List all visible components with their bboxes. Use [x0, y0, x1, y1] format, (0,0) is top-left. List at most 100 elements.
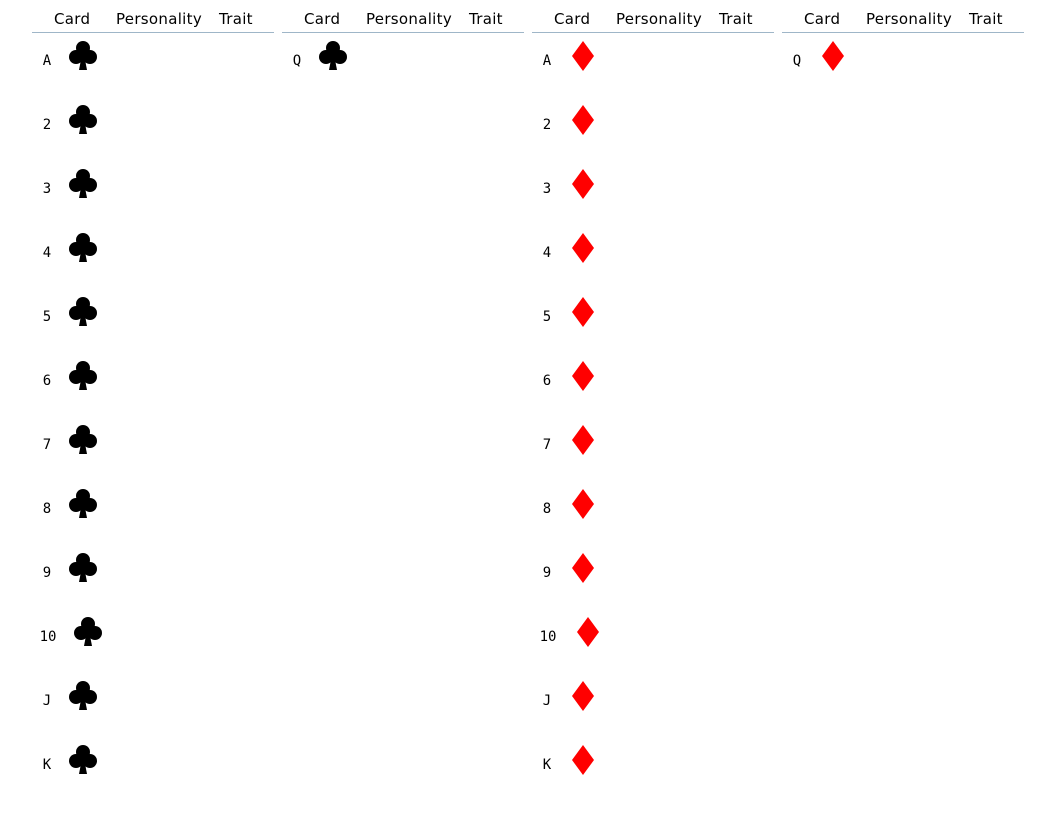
card-rank: 8: [42, 501, 52, 517]
table-row: 5: [32, 289, 274, 353]
diamond-icon: [572, 41, 594, 71]
card-rank: 10: [539, 629, 557, 645]
header-trait: Trait: [969, 10, 1003, 28]
column-diamonds-2: Card Personality Trait Q: [782, 0, 1024, 97]
card-rank: A: [542, 53, 552, 69]
card-rank: 4: [542, 245, 552, 261]
club-icon: [69, 361, 97, 390]
table-row: A: [532, 33, 774, 97]
card-rank: 10: [39, 629, 57, 645]
diamond-icon: [577, 617, 599, 647]
card-rank: Q: [792, 53, 802, 69]
table-row: K: [532, 737, 774, 801]
column-header: Card Personality Trait: [782, 0, 1024, 33]
table-row: 10: [532, 609, 774, 673]
table-row: J: [532, 673, 774, 737]
header-card: Card: [54, 10, 91, 28]
table-row: 10: [32, 609, 274, 673]
table-row: 6: [32, 353, 274, 417]
card-rank: 3: [542, 181, 552, 197]
table-row: 4: [532, 225, 774, 289]
card-rank: J: [542, 693, 552, 709]
rows: Q: [782, 33, 1024, 97]
diamond-icon: [572, 233, 594, 263]
diamond-icon: [572, 489, 594, 519]
diamond-icon: [572, 105, 594, 135]
table-row: 8: [32, 481, 274, 545]
card-rank: 9: [42, 565, 52, 581]
table-row: 5: [532, 289, 774, 353]
table-row: 2: [532, 97, 774, 161]
card-rank: 4: [42, 245, 52, 261]
table-row: 4: [32, 225, 274, 289]
card-rank: 7: [42, 437, 52, 453]
header-personality: Personality: [616, 10, 702, 28]
card-rank: A: [42, 53, 52, 69]
header-card: Card: [554, 10, 591, 28]
card-rank: 5: [42, 309, 52, 325]
club-icon: [69, 553, 97, 582]
table-row: 7: [532, 417, 774, 481]
card-rank: 2: [42, 117, 52, 133]
card-rank: J: [42, 693, 52, 709]
diamond-icon: [572, 361, 594, 391]
table-row: J: [32, 673, 274, 737]
table-row: 3: [32, 161, 274, 225]
card-rank: 5: [542, 309, 552, 325]
header-personality: Personality: [116, 10, 202, 28]
header-personality: Personality: [366, 10, 452, 28]
header-card: Card: [804, 10, 841, 28]
header-card: Card: [304, 10, 341, 28]
table-row: 3: [532, 161, 774, 225]
rows: Q: [282, 33, 524, 97]
club-icon: [69, 41, 97, 70]
card-rank: K: [42, 757, 52, 773]
card-rank: 3: [42, 181, 52, 197]
header-trait: Trait: [719, 10, 753, 28]
table-row: 9: [532, 545, 774, 609]
rows: A 2 3 4 5 6 7 8 9 10 J K: [32, 33, 274, 801]
diamond-icon: [572, 745, 594, 775]
club-icon: [69, 297, 97, 326]
club-icon: [69, 489, 97, 518]
table-row: 7: [32, 417, 274, 481]
column-diamonds-1: Card Personality Trait A 2 3 4 5 6 7 8 9 10 J K: [532, 0, 774, 801]
table-row: 8: [532, 481, 774, 545]
diamond-icon: [572, 425, 594, 455]
card-rank: 8: [542, 501, 552, 517]
table-row: Q: [782, 33, 1024, 97]
column-header: Card Personality Trait: [532, 0, 774, 33]
card-rank: 6: [542, 373, 552, 389]
club-icon: [69, 425, 97, 454]
header-personality: Personality: [866, 10, 952, 28]
club-icon: [69, 105, 97, 134]
diamond-icon: [572, 681, 594, 711]
club-icon: [74, 617, 102, 646]
card-rank: 6: [42, 373, 52, 389]
card-rank: 2: [542, 117, 552, 133]
column-clubs-2: Card Personality Trait Q: [282, 0, 524, 97]
table-row: A: [32, 33, 274, 97]
club-icon: [69, 681, 97, 710]
club-icon: [319, 41, 347, 70]
rows: A 2 3 4 5 6 7 8 9 10 J K: [532, 33, 774, 801]
header-trait: Trait: [219, 10, 253, 28]
table-row: 2: [32, 97, 274, 161]
club-icon: [69, 745, 97, 774]
club-icon: [69, 169, 97, 198]
club-icon: [69, 233, 97, 262]
card-rank: 9: [542, 565, 552, 581]
column-header: Card Personality Trait: [32, 0, 274, 33]
diamond-icon: [572, 297, 594, 327]
diamond-icon: [572, 553, 594, 583]
header-trait: Trait: [469, 10, 503, 28]
table-row: 6: [532, 353, 774, 417]
column-header: Card Personality Trait: [282, 0, 524, 33]
card-rank: Q: [292, 53, 302, 69]
table-row: K: [32, 737, 274, 801]
diamond-icon: [822, 41, 844, 71]
column-clubs-1: Card Personality Trait A 2 3 4 5 6 7 8 9 10 J K: [32, 0, 274, 801]
card-rank: 7: [542, 437, 552, 453]
table-row: 9: [32, 545, 274, 609]
table-row: Q: [282, 33, 524, 97]
